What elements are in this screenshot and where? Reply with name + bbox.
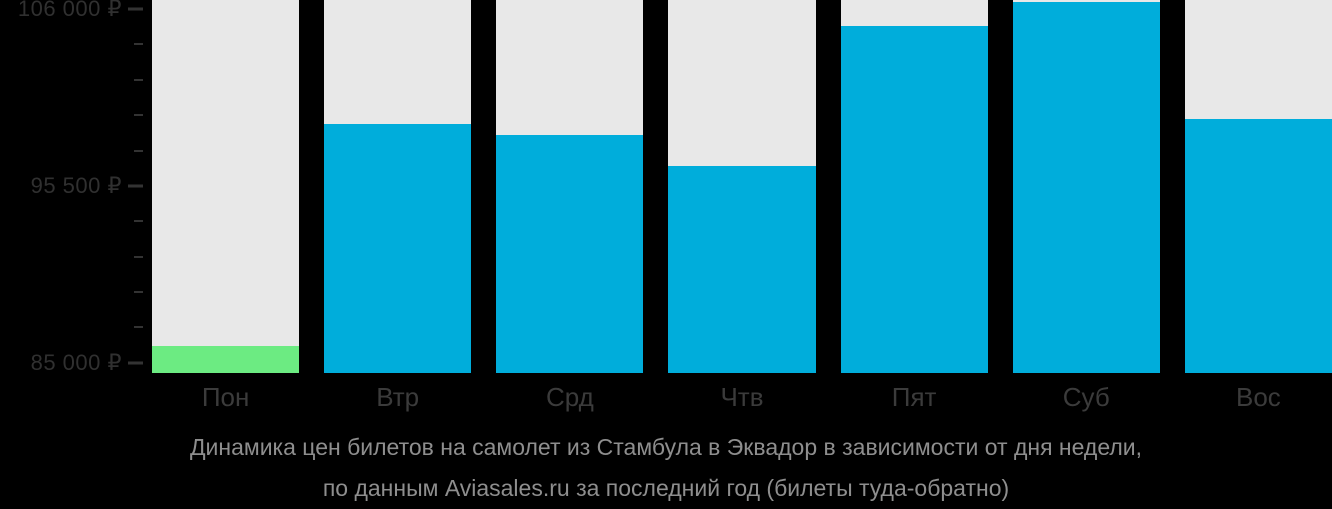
plot-area bbox=[152, 0, 1332, 373]
bar-fri bbox=[840, 25, 988, 373]
bar-column-thu bbox=[668, 0, 816, 373]
bar-column-sat bbox=[1012, 0, 1160, 373]
bar-column-sun bbox=[1184, 0, 1332, 373]
bar-wed bbox=[496, 135, 644, 373]
y-axis-minor-tick-mark bbox=[134, 255, 143, 258]
bar-sat bbox=[1012, 2, 1160, 373]
chart-caption: Динамика цен билетов на самолет из Стамб… bbox=[0, 427, 1332, 509]
x-axis-label-fri: Пят bbox=[891, 382, 937, 412]
x-axis-label-sat: Суб bbox=[1062, 382, 1110, 412]
y-axis-major-tick-mark bbox=[128, 184, 143, 188]
y-axis-tick-label: 95 500 ₽ bbox=[30, 172, 122, 198]
x-axis-label-wed: Срд bbox=[545, 382, 594, 412]
bar-sun bbox=[1184, 118, 1332, 373]
bar-thu bbox=[668, 165, 816, 373]
y-axis-minor-tick-mark bbox=[134, 291, 143, 294]
y-axis-tick-label: 85 000 ₽ bbox=[30, 349, 122, 375]
y-axis-minor-tick-mark bbox=[134, 114, 143, 117]
x-axis-label-mon: Пон bbox=[201, 382, 250, 412]
bar-mon bbox=[152, 346, 300, 373]
bar-column-tue bbox=[324, 0, 472, 373]
y-axis-minor-tick-mark bbox=[134, 149, 143, 152]
x-axis-label-sun: Вос bbox=[1236, 382, 1281, 412]
bar-tue bbox=[324, 123, 472, 373]
y-axis-major-tick-mark bbox=[128, 361, 143, 365]
y-axis-minor-tick-mark bbox=[134, 78, 143, 81]
y-axis-major-tick-mark bbox=[128, 7, 143, 11]
chart-title-line-2: по данным Aviasales.ru за последний год … bbox=[322, 475, 1010, 501]
y-axis-minor-tick-mark bbox=[134, 326, 143, 329]
x-axis-label-thu: Чтв bbox=[720, 382, 764, 412]
x-axis: Пон Втр Срд Чтв Пят Суб Вос bbox=[152, 381, 1332, 413]
y-axis-minor-tick-mark bbox=[134, 220, 143, 223]
y-axis: 106 000 ₽ 95 500 ₽ 85 000 ₽ bbox=[0, 0, 150, 375]
y-axis-minor-tick-mark bbox=[134, 43, 143, 46]
y-axis-tick-label: 106 000 ₽ bbox=[17, 0, 122, 21]
bar-column-mon bbox=[152, 0, 300, 373]
bar-column-wed bbox=[496, 0, 644, 373]
x-axis-label-tue: Втр bbox=[376, 382, 420, 412]
bar-column-fri bbox=[840, 0, 988, 373]
chart-title-line-1: Динамика цен билетов на самолет из Стамб… bbox=[189, 434, 1143, 460]
